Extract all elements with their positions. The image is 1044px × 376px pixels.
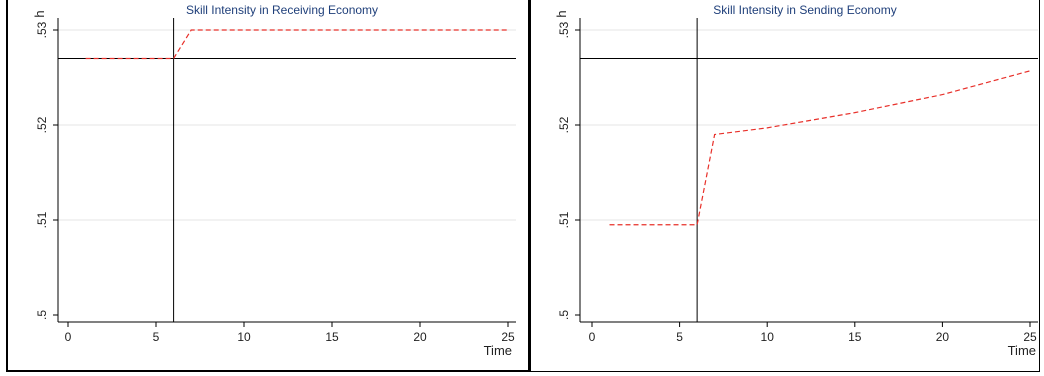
y-tick-label: .51 [557,211,571,228]
x-tick-label: 5 [676,330,683,344]
x-axis-label: Time [484,343,512,358]
y-tick-label: .53 [557,21,571,38]
reference-lines [580,18,1038,322]
x-tick-label: 0 [589,330,596,344]
x-tick-label: 25 [501,330,515,344]
ticks-layer: .5 .51 .52 .53 0 5 10 15 20 25 [557,21,1037,344]
x-tick-label: 5 [153,330,160,344]
grid-layer [580,29,1038,221]
x-tick-label: 10 [761,330,775,344]
series-layer [609,70,1031,226]
y-tick-label: .51 [35,211,49,228]
chart-receiving: Skill Intensity in Receiving Economy h T… [32,3,516,358]
series-layer [85,29,508,60]
y-tick-label: .52 [35,116,49,133]
axes-layer [579,18,1038,323]
chart-sending: Skill Intensity in Sending Economy h Tim… [554,3,1038,358]
y-tick-label: .53 [35,21,49,38]
x-tick-label: 15 [325,330,339,344]
y-tick-label: .5 [557,310,571,320]
y-axis-label: h [32,10,47,17]
chart-panel-receiving [6,0,529,372]
x-axis-label: Time [1008,343,1036,358]
axes-layer [57,18,516,323]
reference-lines [58,18,516,322]
x-tick-label: 20 [413,330,427,344]
chart-panel-sending [529,0,1040,372]
series-line [85,29,508,60]
x-tick-label: 15 [848,330,862,344]
x-tick-label: 20 [936,330,950,344]
y-tick-label: .5 [35,310,49,320]
x-tick-label: 25 [1023,330,1037,344]
series-line [609,70,1031,226]
y-axis-label: h [554,10,569,17]
x-tick-label: 0 [65,330,72,344]
chart-title: Skill Intensity in Sending Economy [713,3,896,17]
x-tick-label: 10 [237,330,251,344]
chart-title: Skill Intensity in Receiving Economy [186,3,378,17]
y-tick-label: .52 [557,116,571,133]
ticks-layer: .5 .51 .52 .53 0 5 10 15 20 25 [35,21,515,344]
